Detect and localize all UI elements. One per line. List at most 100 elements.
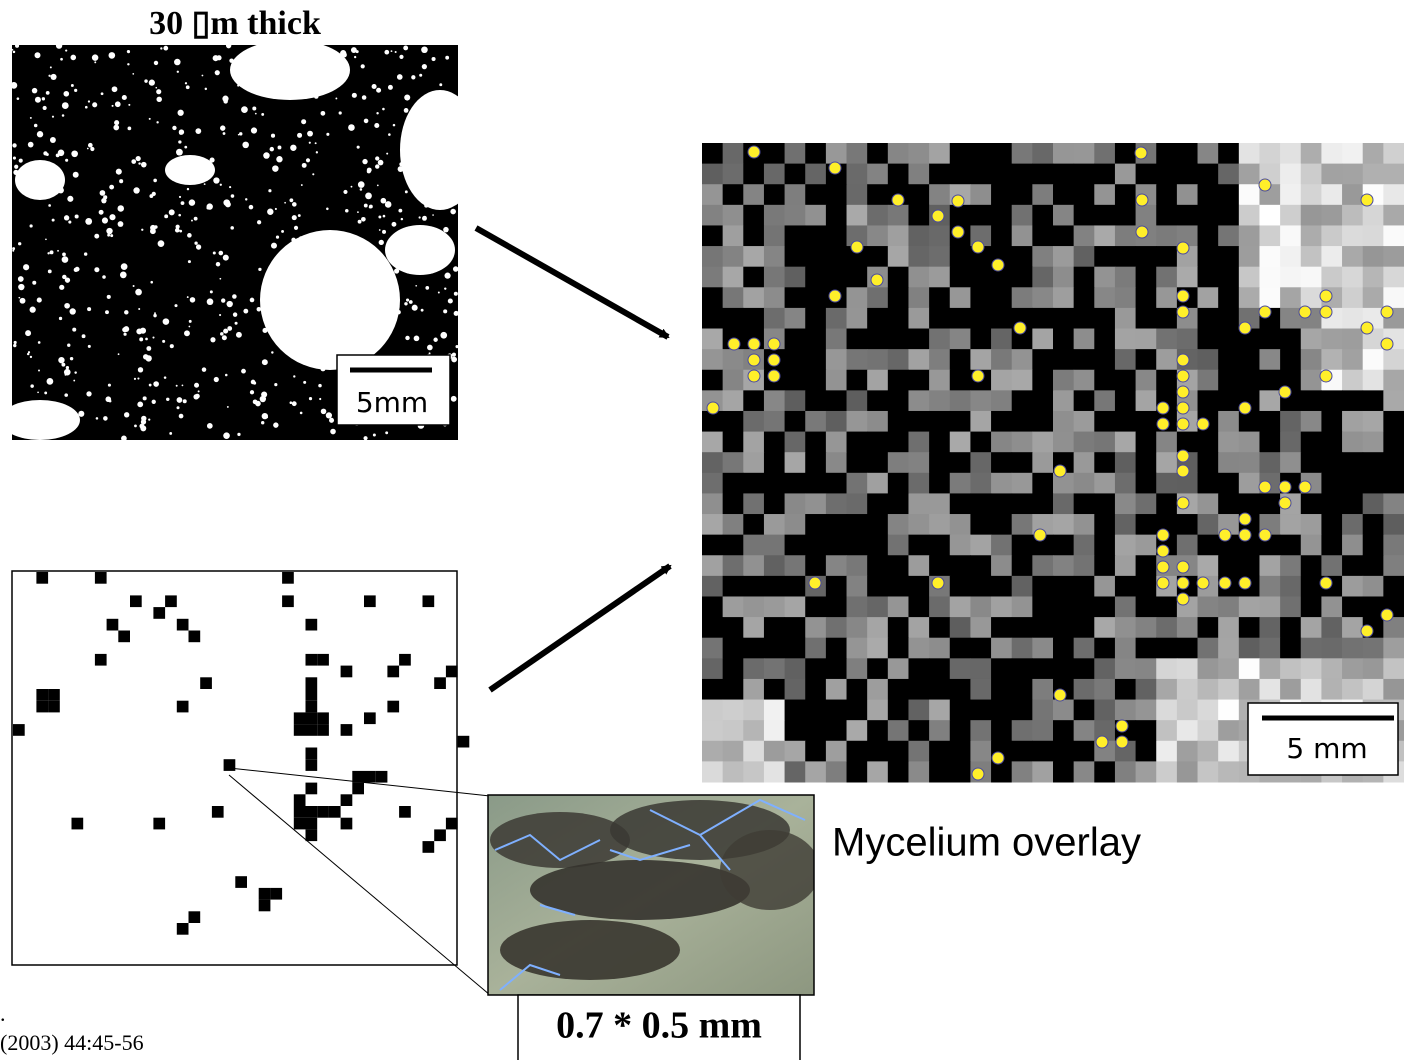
overlay-pixel bbox=[805, 720, 826, 741]
soil-speck bbox=[299, 236, 303, 240]
overlay-pixel bbox=[1342, 287, 1363, 308]
soil-speck bbox=[330, 429, 336, 435]
overlay-pixel bbox=[826, 679, 847, 700]
overlay-pixel bbox=[908, 411, 929, 432]
overlay-pixel bbox=[1259, 493, 1280, 514]
soil-speck bbox=[190, 156, 196, 162]
soil-speck bbox=[207, 298, 214, 305]
overlay-pixel bbox=[1156, 329, 1177, 350]
overlay-pixel bbox=[1239, 225, 1260, 246]
soil-speck bbox=[30, 384, 33, 387]
soil-speck bbox=[345, 69, 348, 72]
overlay-pixel bbox=[908, 164, 929, 185]
overlay-pixel bbox=[908, 329, 929, 350]
soil-speck bbox=[353, 255, 360, 262]
overlay-pixel bbox=[1363, 658, 1384, 679]
overlay-pixel bbox=[950, 370, 971, 391]
hypha-point bbox=[1219, 529, 1231, 541]
overlay-pixel bbox=[888, 349, 909, 370]
grid-cell bbox=[352, 771, 364, 783]
soil-speck bbox=[178, 214, 181, 217]
hypha-point bbox=[1197, 418, 1209, 430]
overlay-pixel bbox=[1032, 761, 1053, 782]
soil-speck bbox=[68, 221, 71, 224]
soil-speck bbox=[18, 284, 24, 290]
overlay-pixel bbox=[867, 329, 888, 350]
soil-speck bbox=[118, 221, 124, 227]
overlay-pixel bbox=[1259, 246, 1280, 267]
overlay-pixel bbox=[908, 370, 929, 391]
overlay-pixel bbox=[950, 720, 971, 741]
overlay-pixel bbox=[1342, 205, 1363, 226]
overlay-pixel bbox=[991, 617, 1012, 638]
hypha-point bbox=[1177, 370, 1189, 382]
overlay-pixel bbox=[1136, 308, 1157, 329]
overlay-pixel bbox=[1198, 143, 1219, 164]
overlay-pixel bbox=[764, 761, 785, 782]
overlay-pixel bbox=[867, 741, 888, 762]
overlay-pixel bbox=[1198, 432, 1219, 453]
overlay-pixel bbox=[826, 555, 847, 576]
grid-cell bbox=[352, 783, 364, 795]
overlay-pixel bbox=[805, 658, 826, 679]
soil-speck bbox=[358, 220, 362, 224]
overlay-pixel bbox=[1115, 205, 1136, 226]
overlay-pixel bbox=[1094, 390, 1115, 411]
soil-speck bbox=[227, 326, 232, 331]
soil-speck bbox=[321, 343, 326, 348]
overlay-pixel bbox=[764, 246, 785, 267]
soil-speck bbox=[64, 303, 70, 309]
overlay-pixel bbox=[1156, 225, 1177, 246]
soil-speck bbox=[258, 76, 264, 82]
overlay-pixel bbox=[1177, 205, 1198, 226]
overlay-pixel bbox=[847, 493, 868, 514]
overlay-pixel bbox=[1301, 617, 1322, 638]
soil-speck bbox=[137, 401, 143, 407]
overlay-pixel bbox=[1053, 535, 1074, 556]
overlay-pixel bbox=[970, 432, 991, 453]
soil-speck bbox=[406, 151, 408, 153]
soil-speck bbox=[75, 214, 79, 218]
soil-speck bbox=[275, 208, 277, 210]
overlay-pixel bbox=[1115, 638, 1136, 659]
overlay-pixel bbox=[805, 184, 826, 205]
overlay-pixel bbox=[1198, 308, 1219, 329]
soil-speck bbox=[145, 338, 148, 341]
soil-speck bbox=[250, 298, 255, 303]
soil-speck bbox=[310, 300, 314, 304]
soil-speck bbox=[392, 222, 397, 227]
soil-speck bbox=[356, 346, 362, 352]
overlay-pixel bbox=[1259, 349, 1280, 370]
overlay-pixel bbox=[1259, 658, 1280, 679]
hypha-point bbox=[932, 577, 944, 589]
overlay-pixel bbox=[1156, 164, 1177, 185]
overlay-pixel bbox=[1136, 287, 1157, 308]
overlay-pixel bbox=[1032, 267, 1053, 288]
overlay-pixel bbox=[1301, 535, 1322, 556]
overlay-pixel bbox=[805, 370, 826, 391]
overlay-pixel bbox=[1342, 555, 1363, 576]
overlay-pixel bbox=[764, 555, 785, 576]
overlay-pixel bbox=[950, 349, 971, 370]
overlay-pixel bbox=[1032, 700, 1053, 721]
hypha-point bbox=[768, 370, 780, 382]
overlay-pixel bbox=[991, 432, 1012, 453]
overlay-pixel bbox=[1012, 555, 1033, 576]
soil-speck bbox=[391, 239, 394, 242]
grid-cell bbox=[212, 806, 224, 818]
overlay-pixel bbox=[1115, 184, 1136, 205]
overlay-pixel bbox=[764, 700, 785, 721]
soil-speck bbox=[450, 209, 456, 215]
overlay-pixel bbox=[1321, 638, 1342, 659]
soil-speck bbox=[271, 243, 277, 249]
overlay-pixel bbox=[1074, 349, 1095, 370]
grid-cell bbox=[177, 923, 189, 935]
binary-grid bbox=[12, 571, 469, 965]
overlay-pixel bbox=[743, 411, 764, 432]
overlay-pixel bbox=[785, 308, 806, 329]
soil-speck bbox=[71, 150, 78, 157]
soil-speck bbox=[177, 397, 183, 403]
grid-cell bbox=[153, 607, 165, 619]
grid-cell bbox=[36, 572, 48, 584]
soil-speck bbox=[162, 340, 165, 343]
